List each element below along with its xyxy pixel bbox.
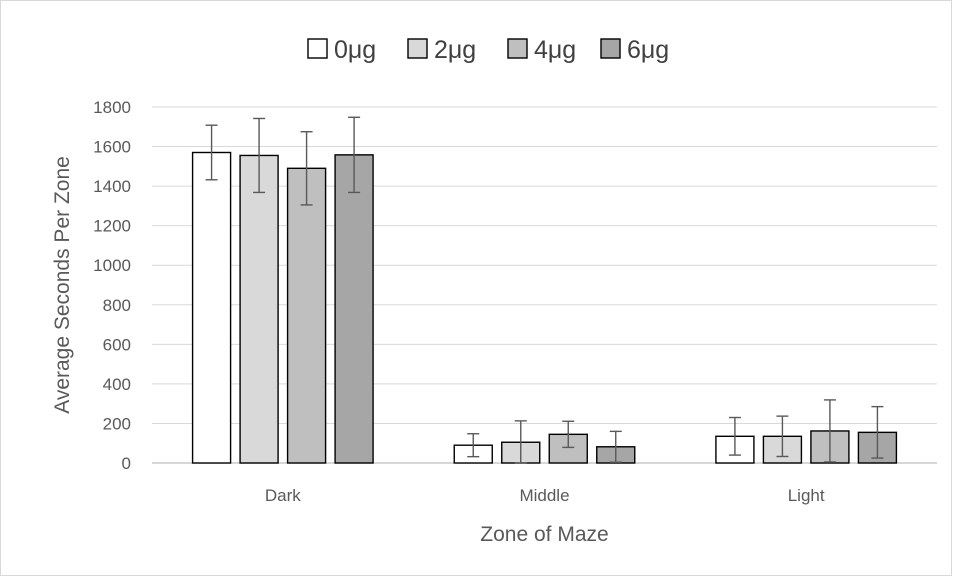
y-tick-label: 1000 bbox=[93, 256, 131, 275]
y-tick-label: 1400 bbox=[93, 177, 131, 196]
bar bbox=[286, 167, 327, 464]
legend-swatch bbox=[407, 38, 428, 59]
bar bbox=[191, 151, 232, 464]
bar bbox=[239, 154, 279, 464]
y-tick-label: 0 bbox=[122, 454, 131, 473]
legend-label: 2μg bbox=[434, 36, 476, 64]
y-tick-label: 400 bbox=[103, 375, 131, 394]
y-axis-title: Average Seconds Per Zone bbox=[51, 156, 74, 414]
legend-swatch bbox=[507, 38, 528, 59]
bar bbox=[334, 154, 374, 464]
legend-swatch bbox=[600, 38, 621, 59]
x-tick-label: Light bbox=[788, 486, 825, 505]
legend-label: 6μg bbox=[627, 36, 669, 64]
y-tick-label: 1200 bbox=[93, 217, 131, 236]
legend-label: 4μg bbox=[534, 36, 576, 64]
legend-label: 0μg bbox=[334, 36, 376, 64]
legend-swatch bbox=[307, 38, 328, 59]
x-axis-title: Zone of Maze bbox=[480, 523, 608, 546]
y-tick-label: 200 bbox=[103, 414, 131, 433]
x-tick-label: Middle bbox=[519, 486, 569, 505]
x-tick-label: Dark bbox=[265, 486, 301, 505]
y-tick-label: 800 bbox=[103, 296, 131, 315]
y-tick-label: 1600 bbox=[93, 138, 131, 157]
y-tick-label: 600 bbox=[103, 335, 131, 354]
y-tick-label: 1800 bbox=[93, 98, 131, 117]
